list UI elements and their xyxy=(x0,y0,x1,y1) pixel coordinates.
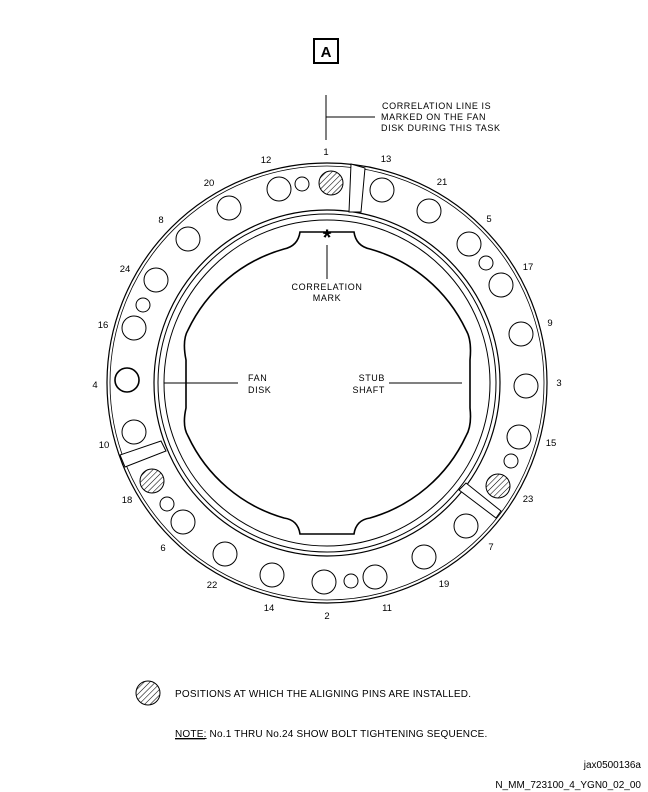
bolt-label: 8 xyxy=(158,215,163,226)
correlation-mark-text-2: MARK xyxy=(313,293,341,303)
bolt-label: 1 xyxy=(323,147,328,158)
bolt-label: 23 xyxy=(523,494,534,505)
correlation-line-callout: CORRELATION LINE IS MARKED ON THE FAN DI… xyxy=(325,95,501,140)
fan-disk-callout: FAN DISK xyxy=(164,373,271,395)
bolt-hole xyxy=(513,373,539,399)
bolt-label: 10 xyxy=(99,440,110,451)
bolt-label: 4 xyxy=(92,380,97,391)
aligning-pin-hole xyxy=(485,473,511,499)
bolt-label: 11 xyxy=(382,603,392,614)
bolt-label: 15 xyxy=(546,438,557,449)
bolt-hole xyxy=(121,315,147,341)
note-text: No.1 THRU No.24 SHOW BOLT TIGHTENING SEQ… xyxy=(207,729,488,740)
bolt-hole xyxy=(121,419,147,445)
legend: POSITIONS AT WHICH THE ALIGNING PINS ARE… xyxy=(135,680,471,706)
bolt-label: 2 xyxy=(324,611,329,622)
bolt-label: 19 xyxy=(439,579,450,590)
aligning-pin-hole xyxy=(318,170,344,196)
note: NOTE: No.1 THRU No.24 SHOW BOLT TIGHTENI… xyxy=(175,729,488,740)
bolt-label: 7 xyxy=(488,542,493,553)
bolt-label: 13 xyxy=(381,154,392,165)
bolt-hole xyxy=(212,541,238,567)
stub-shaft-bore xyxy=(183,231,472,535)
bolt-hole xyxy=(488,272,514,298)
bolt-hole xyxy=(216,195,242,221)
fan-disk-text-2: DISK xyxy=(248,385,271,395)
bolt-label: 17 xyxy=(523,262,534,273)
legend-text: POSITIONS AT WHICH THE ALIGNING PINS ARE… xyxy=(175,689,471,700)
bolt-holes xyxy=(114,170,539,595)
bolt-sequence-labels: 1 13 21 5 17 9 3 15 23 7 19 11 2 14 22 6… xyxy=(92,147,561,622)
correlation-line-text-3: DISK DURING THIS TASK xyxy=(381,123,501,133)
bolt-hole-small xyxy=(135,297,151,313)
bolt-hole-small xyxy=(478,255,494,271)
figure-id: jax0500136a xyxy=(583,760,642,771)
bolt-hole xyxy=(362,564,388,590)
bolt-label: 16 xyxy=(98,320,109,331)
bolt-hole xyxy=(170,509,196,535)
bolt-hole xyxy=(311,569,337,595)
bolt-hole xyxy=(506,424,532,450)
bolt-label: 20 xyxy=(204,178,215,189)
bolt-label: 5 xyxy=(486,214,491,225)
bolt-hole xyxy=(411,544,437,570)
correlation-line-text-1: CORRELATION LINE IS xyxy=(382,101,491,111)
correlation-mark-text-1: CORRELATION xyxy=(292,282,363,292)
stub-shaft-callout: STUB SHAFT xyxy=(352,373,462,395)
bolt-label: 21 xyxy=(437,177,448,188)
bolt-label: 14 xyxy=(264,603,275,614)
bolt-hole-small xyxy=(159,496,175,512)
view-label-box: A xyxy=(313,38,339,64)
bolt-label: 24 xyxy=(120,264,131,275)
correlation-mark-callout: * CORRELATION MARK xyxy=(292,225,363,303)
bolt-hole xyxy=(369,177,395,203)
bolt-hole xyxy=(266,176,292,202)
bolt-label: 12 xyxy=(261,155,272,166)
hatched-pin-symbol-icon xyxy=(135,680,161,706)
bolt-label: 9 xyxy=(547,318,552,329)
doc-id: N_MM_723100_4_YGN0_02_00 xyxy=(495,780,641,791)
bolt-label: 22 xyxy=(207,580,218,591)
bolt-label: 6 xyxy=(160,543,165,554)
bolt-hole xyxy=(456,231,482,257)
correlation-line-text-2: MARKED ON THE FAN xyxy=(381,112,486,122)
bolt-hole-small xyxy=(343,573,359,589)
bolt-hole xyxy=(259,562,285,588)
note-prefix: NOTE: xyxy=(175,729,207,740)
correlation-mark-symbol: * xyxy=(323,225,332,250)
stub-shaft-text-2: SHAFT xyxy=(352,385,385,395)
bolt-hole-small xyxy=(503,453,519,469)
bolt-hole xyxy=(175,226,201,252)
bolt-hole xyxy=(416,198,442,224)
bolt-hole-small xyxy=(294,176,310,192)
stub-shaft-text-1: STUB xyxy=(359,373,385,383)
bolt-hole xyxy=(114,367,140,393)
segment-gaps xyxy=(119,163,502,519)
flange-ring xyxy=(106,162,548,604)
bolt-hole xyxy=(508,321,534,347)
bolt-label: 18 xyxy=(122,495,133,506)
fan-disk-text-1: FAN xyxy=(248,373,267,383)
aligning-pin-hole xyxy=(139,468,165,494)
bolt-hole xyxy=(453,513,479,539)
view-label: A xyxy=(321,44,332,61)
bolt-label: 3 xyxy=(556,378,561,389)
bolt-hole xyxy=(143,267,169,293)
